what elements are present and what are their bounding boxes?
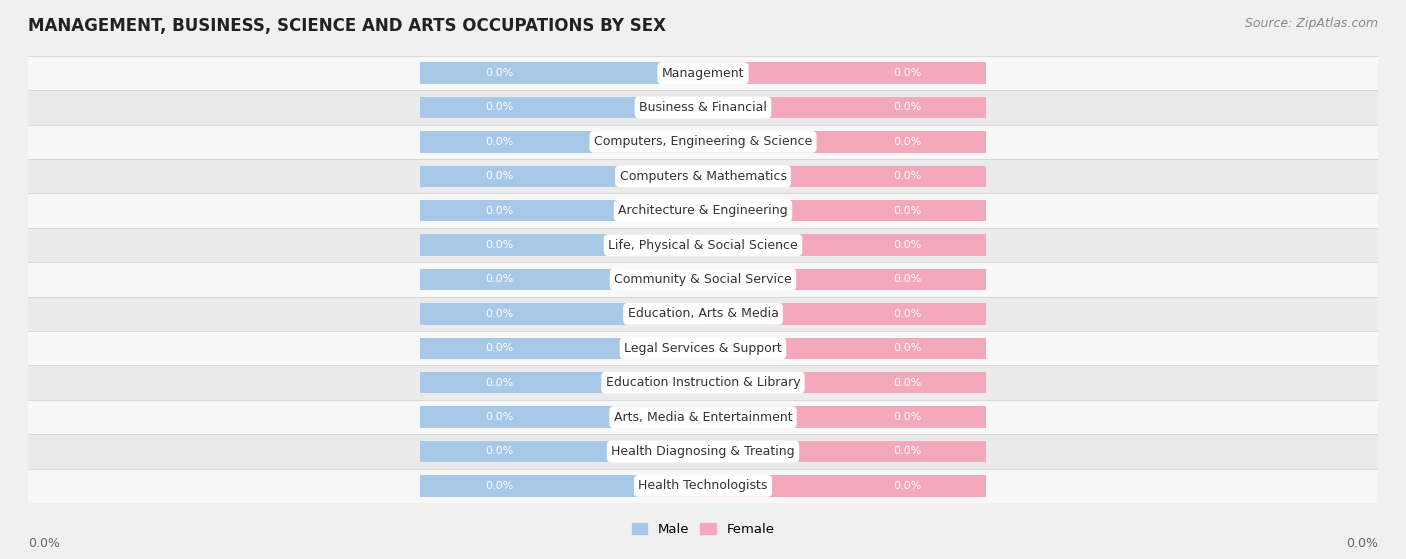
Bar	[703, 406, 987, 428]
Text: 0.0%: 0.0%	[893, 206, 921, 216]
Text: Management: Management	[662, 67, 744, 79]
Bar	[28, 434, 1378, 468]
Text: 0.0%: 0.0%	[893, 378, 921, 388]
Text: Education, Arts & Media: Education, Arts & Media	[627, 307, 779, 320]
Text: 0.0%: 0.0%	[893, 412, 921, 422]
Bar	[703, 63, 987, 84]
Bar	[28, 125, 1378, 159]
Bar	[703, 338, 987, 359]
Bar	[419, 97, 703, 118]
Text: Computers & Mathematics: Computers & Mathematics	[620, 170, 786, 183]
Bar	[419, 165, 703, 187]
Bar	[703, 200, 987, 221]
Text: 0.0%: 0.0%	[893, 137, 921, 147]
Text: 0.0%: 0.0%	[893, 68, 921, 78]
Bar	[703, 441, 987, 462]
Text: 0.0%: 0.0%	[1346, 537, 1378, 549]
Text: 0.0%: 0.0%	[893, 481, 921, 491]
Text: Health Technologists: Health Technologists	[638, 480, 768, 492]
Bar	[28, 56, 1378, 91]
Text: 0.0%: 0.0%	[485, 68, 513, 78]
Text: 0.0%: 0.0%	[485, 137, 513, 147]
Bar	[703, 475, 987, 496]
Text: 0.0%: 0.0%	[485, 240, 513, 250]
Bar	[28, 193, 1378, 228]
Text: Legal Services & Support: Legal Services & Support	[624, 342, 782, 355]
Text: 0.0%: 0.0%	[485, 378, 513, 388]
Bar	[419, 200, 703, 221]
Bar	[28, 400, 1378, 434]
Text: MANAGEMENT, BUSINESS, SCIENCE AND ARTS OCCUPATIONS BY SEX: MANAGEMENT, BUSINESS, SCIENCE AND ARTS O…	[28, 17, 666, 35]
Text: Community & Social Service: Community & Social Service	[614, 273, 792, 286]
Text: Architecture & Engineering: Architecture & Engineering	[619, 204, 787, 217]
Bar	[28, 159, 1378, 193]
Bar	[703, 165, 987, 187]
Text: 0.0%: 0.0%	[893, 102, 921, 112]
Text: 0.0%: 0.0%	[485, 343, 513, 353]
Text: Source: ZipAtlas.com: Source: ZipAtlas.com	[1244, 17, 1378, 30]
Text: Arts, Media & Entertainment: Arts, Media & Entertainment	[613, 411, 793, 424]
Bar	[703, 372, 987, 394]
Bar	[419, 303, 703, 325]
Bar	[703, 269, 987, 290]
Bar	[703, 131, 987, 153]
Text: 0.0%: 0.0%	[485, 447, 513, 457]
Bar	[419, 131, 703, 153]
Text: Education Instruction & Library: Education Instruction & Library	[606, 376, 800, 389]
Text: 0.0%: 0.0%	[485, 412, 513, 422]
Text: 0.0%: 0.0%	[485, 171, 513, 181]
Bar	[419, 475, 703, 496]
Bar	[419, 234, 703, 256]
Bar	[419, 269, 703, 290]
Bar	[419, 441, 703, 462]
Text: 0.0%: 0.0%	[893, 240, 921, 250]
Text: 0.0%: 0.0%	[893, 171, 921, 181]
Bar	[419, 63, 703, 84]
Bar	[28, 262, 1378, 297]
Text: 0.0%: 0.0%	[28, 537, 60, 549]
Text: 0.0%: 0.0%	[485, 309, 513, 319]
Text: 0.0%: 0.0%	[893, 447, 921, 457]
Bar	[419, 406, 703, 428]
Bar	[28, 366, 1378, 400]
Text: 0.0%: 0.0%	[485, 102, 513, 112]
Legend: Male, Female: Male, Female	[626, 517, 780, 541]
Bar	[419, 372, 703, 394]
Text: 0.0%: 0.0%	[485, 206, 513, 216]
Text: Business & Financial: Business & Financial	[640, 101, 766, 114]
Text: 0.0%: 0.0%	[485, 274, 513, 285]
Bar	[419, 338, 703, 359]
Bar	[28, 468, 1378, 503]
Text: Health Diagnosing & Treating: Health Diagnosing & Treating	[612, 445, 794, 458]
Bar	[28, 297, 1378, 331]
Bar	[28, 331, 1378, 366]
Text: 0.0%: 0.0%	[893, 274, 921, 285]
Text: 0.0%: 0.0%	[485, 481, 513, 491]
Bar	[703, 303, 987, 325]
Text: 0.0%: 0.0%	[893, 309, 921, 319]
Text: 0.0%: 0.0%	[893, 343, 921, 353]
Bar	[703, 97, 987, 118]
Bar	[703, 234, 987, 256]
Bar	[28, 228, 1378, 262]
Text: Computers, Engineering & Science: Computers, Engineering & Science	[593, 135, 813, 148]
Bar	[28, 91, 1378, 125]
Text: Life, Physical & Social Science: Life, Physical & Social Science	[609, 239, 797, 252]
